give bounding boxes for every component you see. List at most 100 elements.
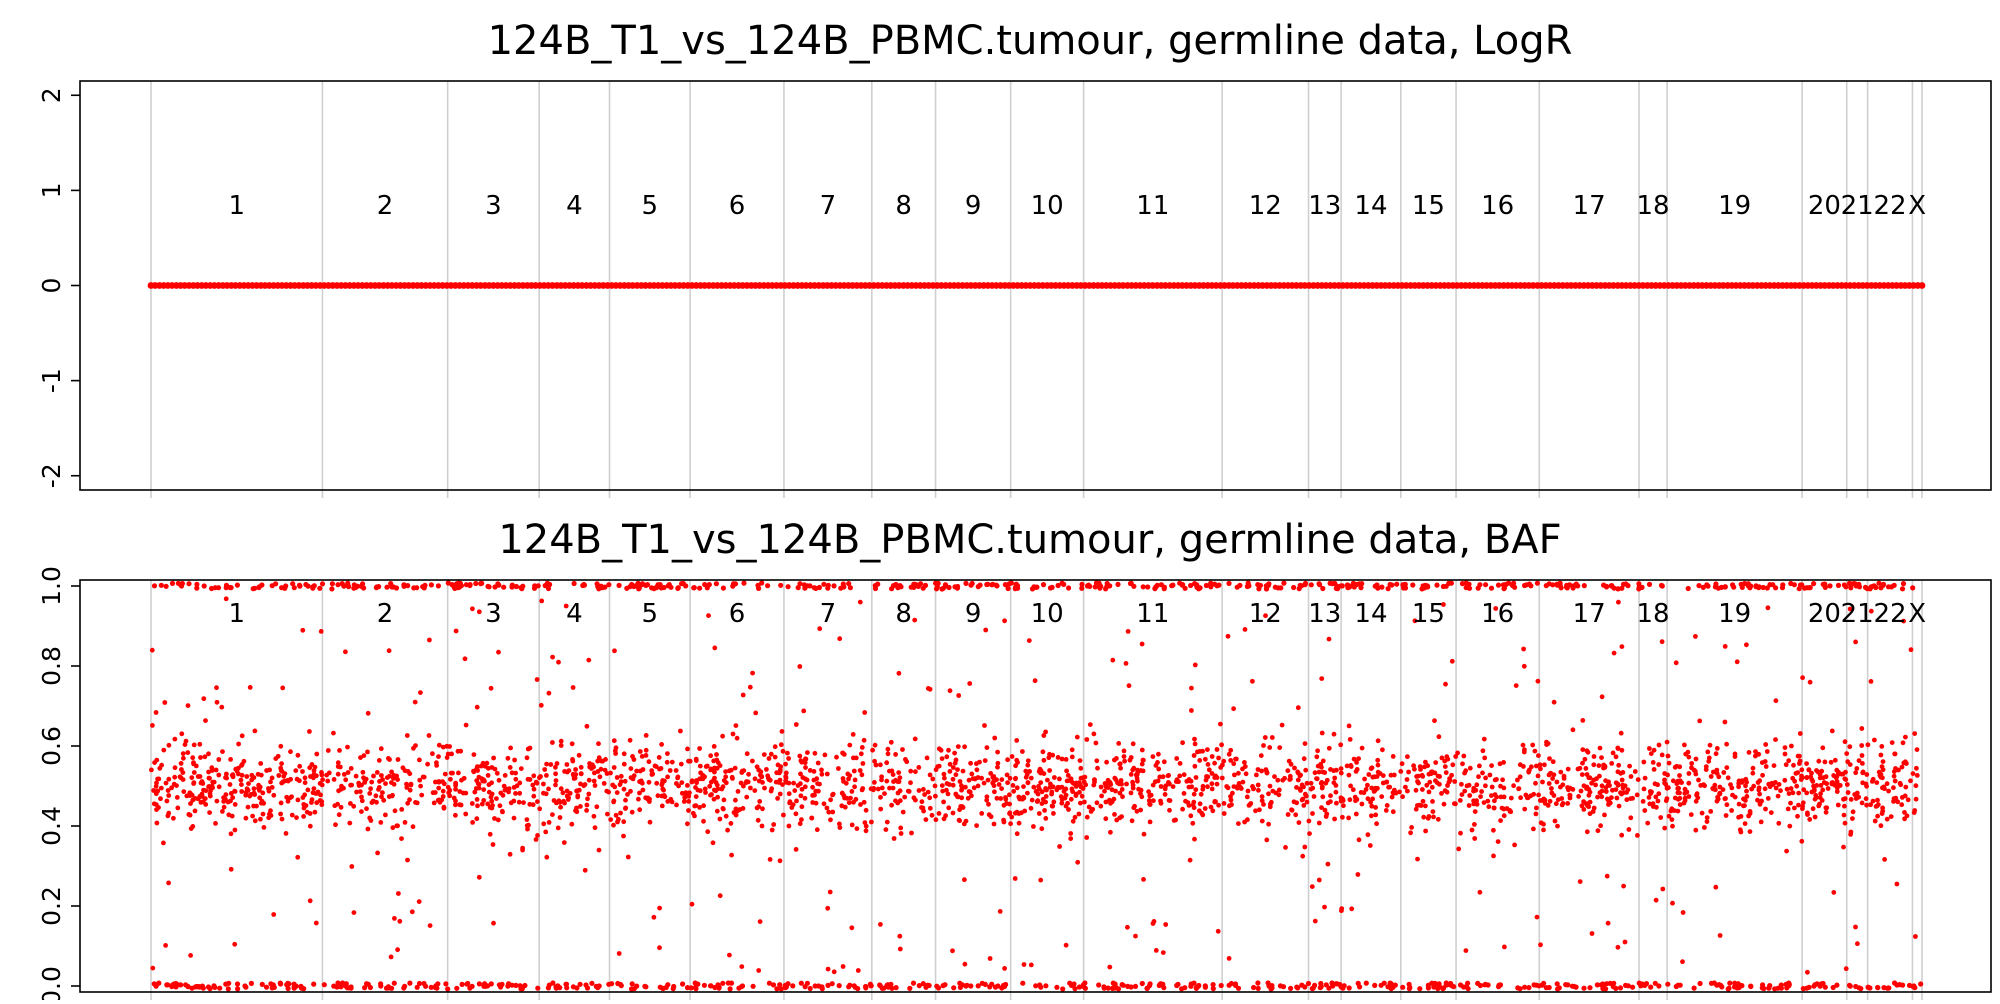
baf-point [1328,799,1333,804]
baf-point [1599,794,1605,800]
baf-point [781,812,786,818]
baf-point [772,754,778,760]
baf-point [470,820,475,825]
baf-point [657,945,662,951]
logr-points [147,282,1926,289]
baf-point [1012,876,1018,881]
baf-point [378,820,384,825]
baf-point [728,821,734,826]
baf-point [216,784,222,790]
baf-point [701,803,706,809]
baf-point [759,774,765,780]
baf-point [191,761,197,767]
baf-point [166,793,172,798]
baf-point [1429,784,1435,790]
baf-point [815,760,821,766]
baf-point [491,920,496,926]
baf-point [1892,778,1898,784]
baf-point [1344,763,1350,769]
baf-point [913,797,918,803]
baf-point [383,812,388,818]
baf-point [955,767,960,772]
baf-point [399,836,404,841]
baf-point [245,804,251,810]
baf-point [149,647,155,653]
baf-point [236,771,241,777]
baf-point [1693,798,1699,804]
baf-point [1620,782,1625,788]
baf-point [1853,770,1859,776]
baf-point [1068,796,1074,802]
baf-point [414,585,420,591]
baf-point [1599,755,1604,760]
baf-point [1855,941,1860,947]
baf-point [502,773,508,778]
baf-point [1580,718,1586,723]
baf-point [1642,808,1648,813]
baf-point [288,776,293,782]
baf-point [1738,829,1744,835]
baf-point [878,922,883,927]
baf-point [777,791,783,797]
baf-point [1880,805,1885,811]
baf-point [376,758,382,763]
baf-point [1228,797,1234,803]
baf-point [1693,827,1699,833]
baf-point [1646,795,1652,800]
baf-point [435,583,441,589]
baf-point [1302,580,1309,586]
baf-point [172,765,178,771]
baf-point [1913,796,1919,802]
baf-point [1441,985,1447,991]
baf-chromosome-label: 13 [1308,599,1341,629]
baf-point [458,748,464,754]
baf-point [944,754,950,760]
baf-point [201,583,207,589]
baf-point [1189,708,1194,713]
baf-point [712,769,717,775]
baf-point [764,767,769,772]
baf-point [706,613,711,618]
baf-point [719,786,725,792]
baf-point [1004,772,1010,778]
baf-point [950,948,955,954]
baf-point [1874,780,1880,785]
baf-point [1188,813,1194,819]
baf-point [862,820,868,825]
baf-point [1353,769,1359,774]
baf-point [446,790,452,796]
baf-point [1122,758,1127,764]
baf-point [1526,768,1532,774]
baf-point [683,790,689,795]
baf-point [335,771,341,777]
baf-point [1272,774,1277,779]
baf-point [1782,777,1788,783]
baf-point [1161,759,1167,765]
baf-point [1662,780,1667,786]
baf-point [278,743,284,749]
baf-point [1305,980,1312,987]
baf-point [797,821,803,827]
baf-point [798,793,804,799]
baf-point [201,787,206,793]
baf-point [269,775,275,781]
baf-point [1057,844,1062,849]
baf-point [962,961,968,967]
baf-point [667,768,673,773]
baf-point [1180,740,1185,746]
baf-point [1062,795,1068,801]
baf-point [778,986,784,992]
baf-point [158,582,164,588]
baf-point [1163,922,1169,927]
baf-point [760,806,765,812]
baf-point [927,795,933,801]
baf-point [839,790,845,796]
baf-point [1125,629,1131,634]
baf-point [708,792,713,798]
baf-point [929,812,935,818]
baf-point [631,773,637,779]
baf-point [769,786,775,792]
baf-point [611,822,616,828]
baf-point [474,704,480,710]
baf-point [1482,755,1488,761]
